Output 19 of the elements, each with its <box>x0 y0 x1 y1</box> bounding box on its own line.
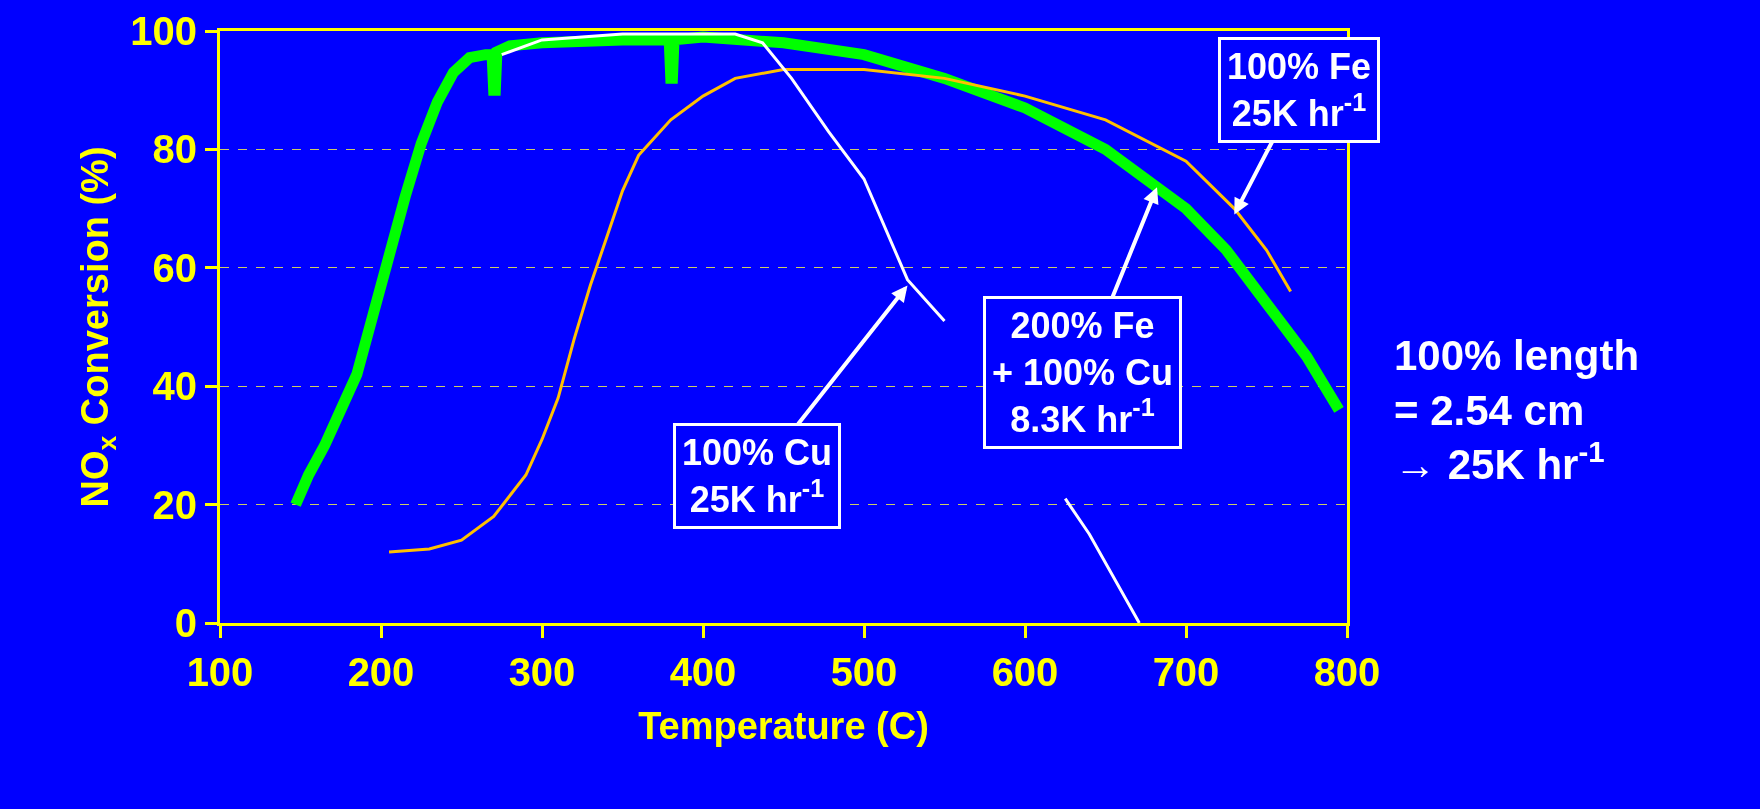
y-tick-label: 40 <box>152 364 197 409</box>
y-tick-label: 60 <box>152 245 197 290</box>
y-tick-label: 0 <box>174 601 197 645</box>
x-tick-label: 800 <box>1313 650 1381 694</box>
x-tick-label: 100 <box>186 650 254 694</box>
x-tick-label: 200 <box>347 650 415 694</box>
x-tick-label: 300 <box>508 650 576 694</box>
annotation: 100% Cu 25K hr$^{-1}$ <box>682 432 833 520</box>
text: 100% length = 2.54 cm → 25K hr$^{-1}$ <box>1394 332 1640 489</box>
y-tick-label: 20 <box>152 482 197 527</box>
x-tick-label: 700 <box>1152 650 1220 694</box>
y-tick-label: 80 <box>152 127 197 172</box>
y-tick-label: 100 <box>130 9 197 53</box>
x-tick-label: 400 <box>669 650 737 694</box>
annotation: 100% Fe 25K hr$^{-1}$ <box>1227 46 1372 134</box>
annotation: 200% Fe + 100% Cu 8.3K hr$^{-1}$ <box>992 305 1174 440</box>
x-axis-title: Temperature (C) <box>638 705 929 748</box>
x-tick-label: 500 <box>830 650 898 694</box>
x-tick-label: 600 <box>991 650 1059 694</box>
